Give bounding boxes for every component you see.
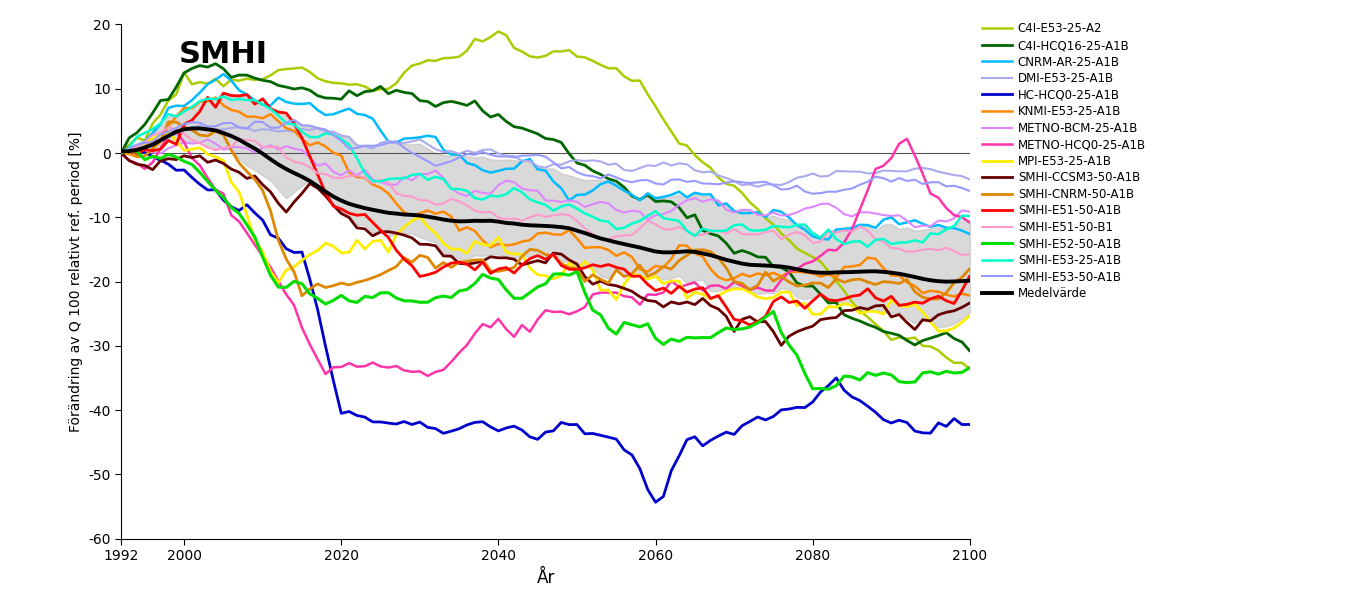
X-axis label: År: År xyxy=(536,569,555,586)
Y-axis label: Förändring av Q 100 relativt ref. period [%]: Förändring av Q 100 relativt ref. period… xyxy=(69,131,82,432)
Legend: C4I-E53-25-A2, C4I-HCQ16-25-A1B, CNRM-AR-25-A1B, DMI-E53-25-A1B, HC-HCQ0-25-A1B,: C4I-E53-25-A2, C4I-HCQ16-25-A1B, CNRM-AR… xyxy=(981,20,1148,302)
Text: SMHI: SMHI xyxy=(179,40,268,69)
